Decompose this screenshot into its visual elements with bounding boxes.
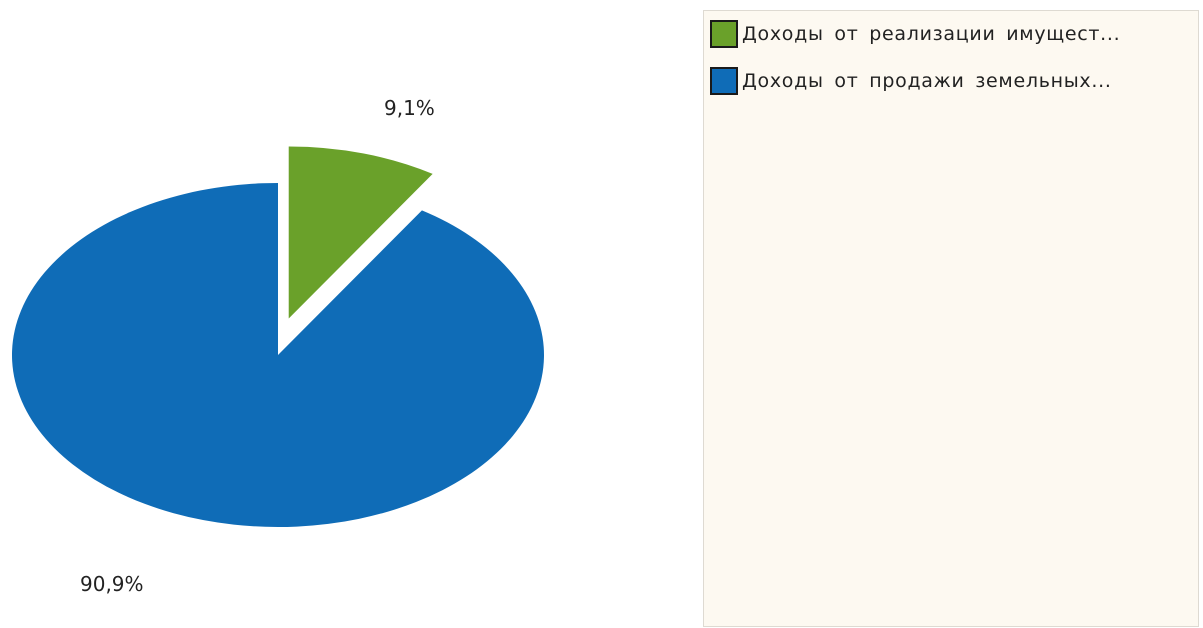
pie-chart: 9,1% 90,9%: [11, 96, 544, 596]
legend-item: Доходы от реализации имущест...: [710, 17, 1120, 51]
chart-legend: Доходы от реализации имущест... Доходы о…: [703, 10, 1199, 627]
legend-label: Доходы от продажи земельных...: [742, 70, 1112, 92]
data-label: 9,1%: [384, 96, 435, 120]
legend-item: Доходы от продажи земельных...: [710, 64, 1112, 98]
data-label: 90,9%: [80, 572, 144, 596]
slice-top: [288, 146, 433, 319]
legend-swatch: [710, 67, 738, 95]
legend-label: Доходы от реализации имущест...: [742, 23, 1121, 45]
slice-top: [11, 183, 544, 527]
legend-swatch: [710, 20, 738, 48]
